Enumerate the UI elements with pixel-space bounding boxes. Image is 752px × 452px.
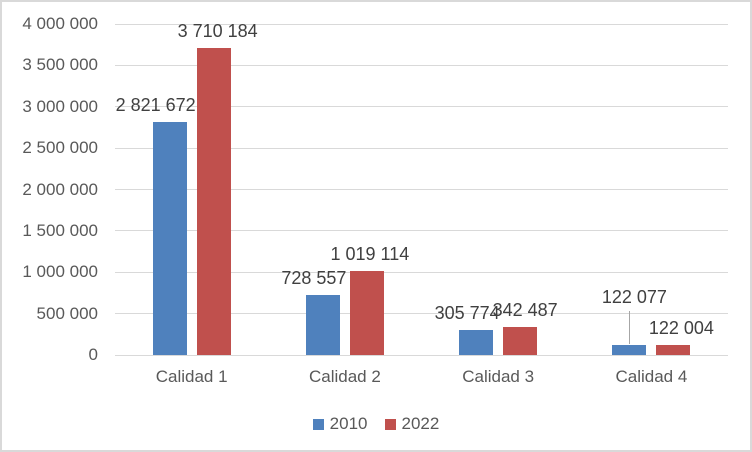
bar-value-label: 2 821 672 xyxy=(115,94,196,115)
gridline xyxy=(115,313,728,315)
bar-2010-calidad-2[interactable] xyxy=(305,294,340,355)
bar-value-label: 3 710 184 xyxy=(177,20,258,41)
y-axis-tick-label: 2 000 000 xyxy=(22,179,98,199)
gridline xyxy=(115,271,728,273)
bar-2010-calidad-4[interactable] xyxy=(612,344,647,355)
gridline xyxy=(115,106,728,108)
legend-label-2010: 2010 xyxy=(329,414,368,433)
gridline xyxy=(115,189,728,190)
y-axis-tick-label: 1 000 000 xyxy=(22,262,98,282)
gridline xyxy=(115,64,728,66)
x-axis-category-label: Calidad 3 xyxy=(462,367,535,386)
bar-value-label: 122 004 xyxy=(648,317,714,338)
gridline xyxy=(115,23,728,25)
bar-2010-calidad-1[interactable] xyxy=(152,121,187,355)
y-axis-tick-label: 0 xyxy=(88,345,98,364)
bar-value-label: 122 077 xyxy=(601,286,667,307)
bar-value-label: 305 774 xyxy=(434,302,500,323)
legend-swatch-2022-icon xyxy=(384,418,396,430)
x-axis-category-label: Calidad 1 xyxy=(155,367,228,386)
bar-value-label: 728 557 xyxy=(281,267,347,288)
y-axis-tick-label: 3 000 000 xyxy=(22,96,98,116)
y-axis-tick-label: 500 000 xyxy=(36,303,98,323)
x-axis-line xyxy=(115,354,728,356)
gridline xyxy=(115,230,728,232)
gridline xyxy=(115,147,728,149)
bar-2022-calidad-4[interactable] xyxy=(656,344,691,355)
bar-2022-calidad-1[interactable] xyxy=(196,47,231,355)
legend-swatch-2010-icon xyxy=(312,418,324,430)
bar-2022-calidad-2[interactable] xyxy=(349,270,384,355)
legend-label-2022: 2022 xyxy=(401,414,440,433)
bar-value-label: 342 487 xyxy=(492,299,558,320)
y-axis-tick-label: 3 500 000 xyxy=(22,55,98,75)
legend-item-2022[interactable]: 2022 xyxy=(384,414,440,434)
x-axis-category-label: Calidad 4 xyxy=(615,367,688,386)
legend-item-2010[interactable]: 2010 xyxy=(312,414,368,434)
y-axis-tick-label: 4 000 000 xyxy=(22,14,98,33)
bar-2010-calidad-3[interactable] xyxy=(459,329,494,355)
y-axis-tick-label: 2 500 000 xyxy=(22,138,98,158)
bar-2022-calidad-3[interactable] xyxy=(503,326,538,355)
x-axis-category-label: Calidad 2 xyxy=(308,367,381,386)
bar-value-label: 1 019 114 xyxy=(330,243,410,264)
legend: 2010 2022 xyxy=(2,414,750,434)
label-leader-line xyxy=(628,310,630,344)
y-axis-tick-label: 1 500 000 xyxy=(22,220,98,240)
